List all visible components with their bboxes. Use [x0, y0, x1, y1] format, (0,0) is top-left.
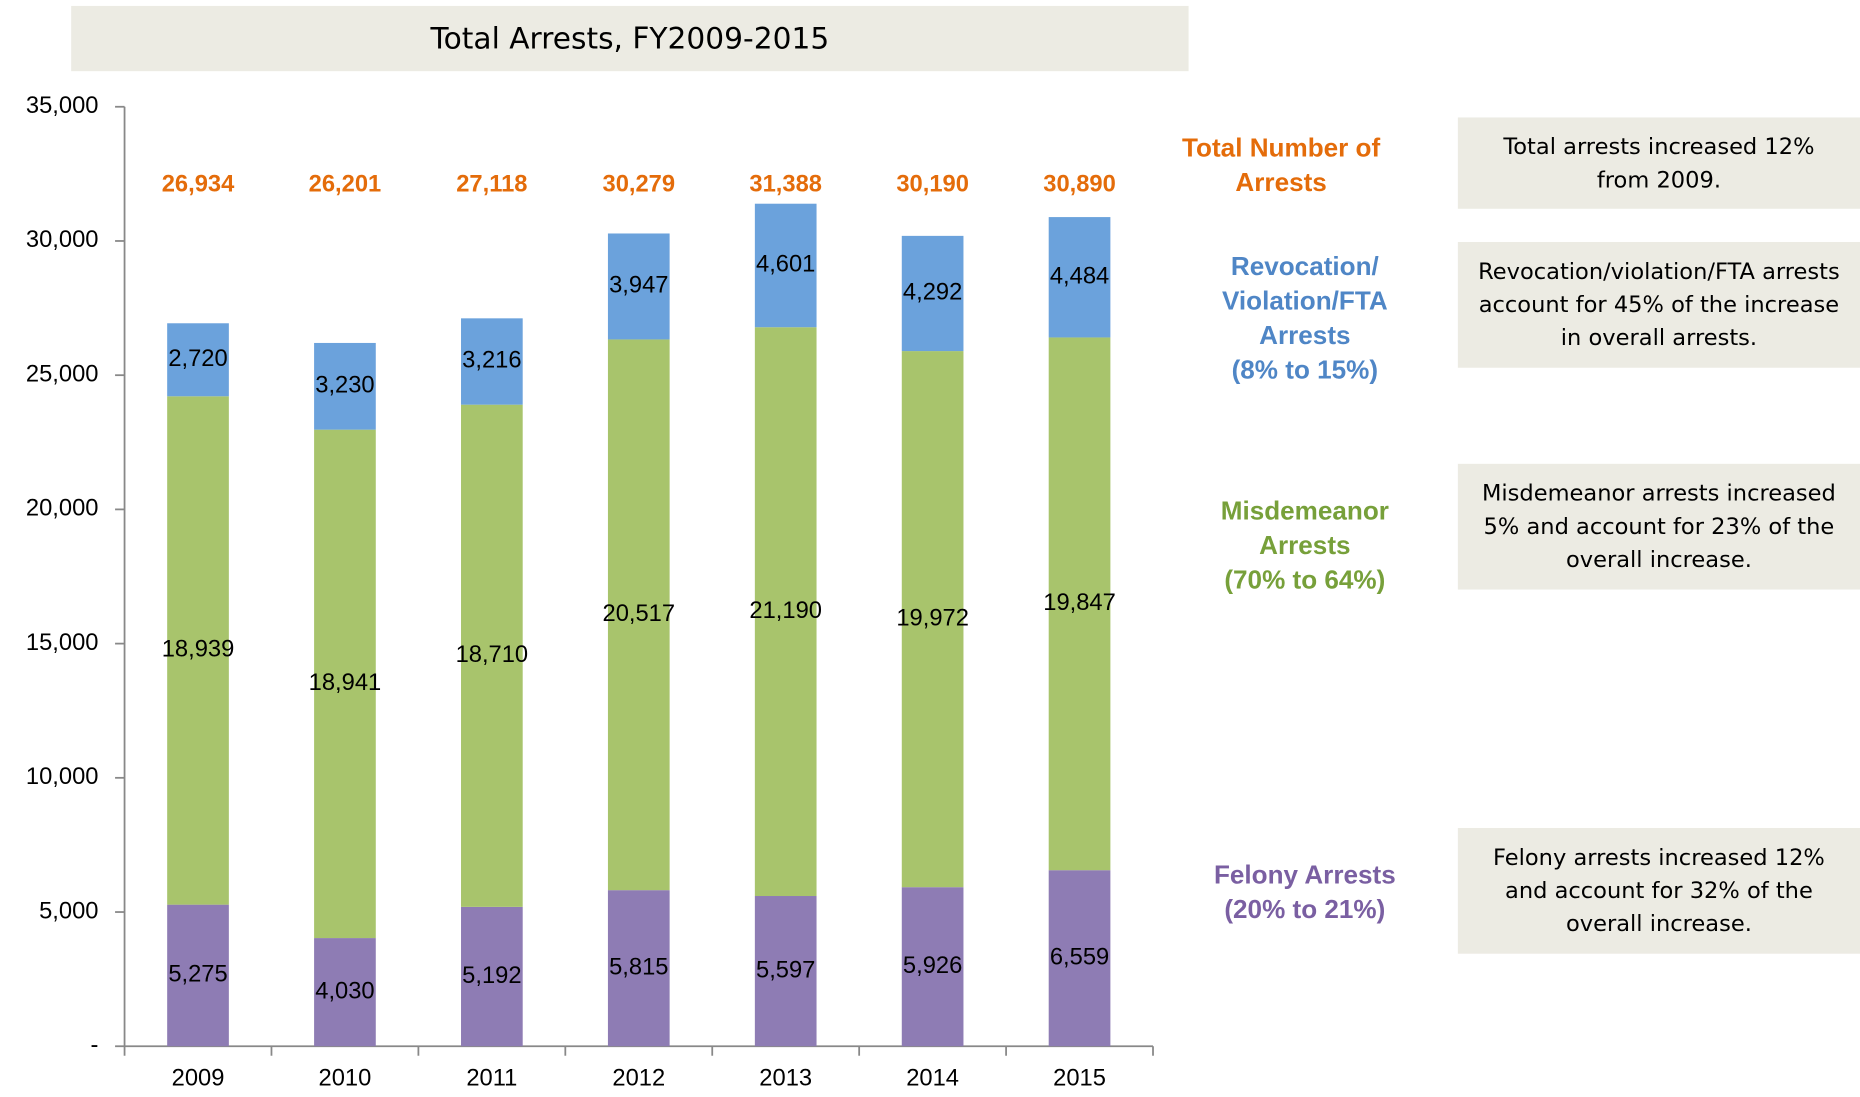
data-label: 19,847	[1043, 590, 1116, 616]
note-box: Felony arrests increased 12% and account…	[1457, 827, 1860, 954]
data-label: 3,947	[609, 273, 668, 299]
bar-segment	[461, 318, 523, 405]
legend-label: Felony Arrests (20% to 21%)	[1174, 858, 1435, 927]
data-label: 5,192	[462, 963, 521, 989]
legend-share: (8% to 15%)	[1231, 354, 1379, 385]
legend-label: Total Number of Arrests	[1182, 132, 1381, 197]
bar-segment	[1048, 337, 1111, 871]
legend-share: (70% to 64%)	[1224, 564, 1386, 595]
legend-share: (20% to 21%)	[1224, 894, 1386, 925]
data-label: 5,815	[609, 954, 668, 980]
legend-name: Felony Arrests	[1213, 860, 1396, 890]
total-label: 30,890	[1043, 171, 1116, 197]
bar-segment	[167, 323, 229, 397]
data-label: 18,941	[309, 670, 382, 696]
data-label: 18,710	[456, 642, 529, 668]
y-tick-label: 20,000	[26, 496, 99, 522]
total-label: 31,388	[749, 171, 822, 197]
data-label: 18,939	[162, 637, 235, 663]
bar-segment	[607, 339, 670, 891]
bar-segment	[754, 203, 817, 328]
total-label: 26,201	[309, 171, 382, 197]
bar-segment	[901, 235, 964, 352]
data-label: 2,720	[168, 346, 227, 372]
data-label: 4,292	[903, 280, 962, 306]
y-tick-label: 35,000	[26, 93, 99, 119]
bar-segment	[461, 404, 523, 907]
bar-segment	[314, 342, 376, 430]
data-label: 3,216	[462, 348, 521, 374]
bar-segment	[754, 327, 817, 897]
data-label: 6,559	[1050, 944, 1109, 970]
note-box: Misdemeanor arrests increased 5% and acc…	[1457, 463, 1860, 590]
x-tick-label: 2015	[1053, 1066, 1106, 1092]
legend-label: Revocation/ Violation/FTA Arrests (8% to …	[1174, 249, 1435, 387]
y-tick-label: 10,000	[26, 764, 99, 790]
data-label: 3,230	[315, 373, 374, 399]
data-label: 5,926	[903, 953, 962, 979]
data-label: 4,484	[1050, 264, 1109, 290]
bar-segment	[314, 938, 376, 1047]
x-tick-label: 2012	[612, 1066, 665, 1092]
y-tick-label: 30,000	[26, 227, 99, 253]
bar-segment	[901, 351, 964, 888]
chart-title: Total Arrests, FY2009-2015	[71, 5, 1189, 72]
x-tick-label: 2010	[319, 1066, 372, 1092]
data-label: 19,972	[896, 605, 969, 631]
bar-segment	[167, 396, 229, 905]
legend-label: Misdemeanor Arrests (70% to 64%)	[1174, 493, 1435, 596]
bar-segment	[607, 890, 670, 1047]
x-tick-label: 2014	[906, 1066, 959, 1092]
bar-segment	[167, 904, 229, 1047]
x-tick-label: 2013	[759, 1066, 812, 1092]
bar-segment	[461, 906, 523, 1047]
note-box: Revocation/violation/FTA arrests account…	[1457, 241, 1860, 368]
total-label: 30,279	[603, 171, 676, 197]
y-tick-label: 15,000	[26, 630, 99, 656]
bar-segment	[607, 233, 670, 340]
total-label: 26,934	[162, 171, 235, 197]
y-tick-label: 5,000	[39, 898, 98, 924]
data-label: 4,030	[315, 978, 374, 1004]
bar-segment	[1048, 870, 1111, 1047]
data-label: 4,601	[756, 252, 815, 278]
x-tick-label: 2009	[172, 1066, 225, 1092]
data-label: 5,597	[756, 957, 815, 983]
legend-name: Revocation/ Violation/FTA Arrests	[1221, 251, 1388, 350]
bar-segment	[754, 896, 817, 1047]
bar-segment	[314, 429, 376, 939]
y-tick-label: 25,000	[26, 361, 99, 387]
y-tick-label: -	[91, 1033, 99, 1059]
total-label: 27,118	[456, 171, 527, 197]
note-box: Total arrests increased 12% from 2009.	[1457, 117, 1860, 209]
total-label: 30,190	[896, 171, 969, 197]
x-tick-label: 2011	[466, 1066, 517, 1092]
bar-segment	[901, 887, 964, 1047]
data-label: 5,275	[168, 962, 227, 988]
bar-segment	[1048, 217, 1111, 338]
data-label: 20,517	[603, 601, 676, 627]
data-label: 21,190	[749, 598, 822, 624]
legend-name: Misdemeanor Arrests	[1220, 495, 1389, 560]
